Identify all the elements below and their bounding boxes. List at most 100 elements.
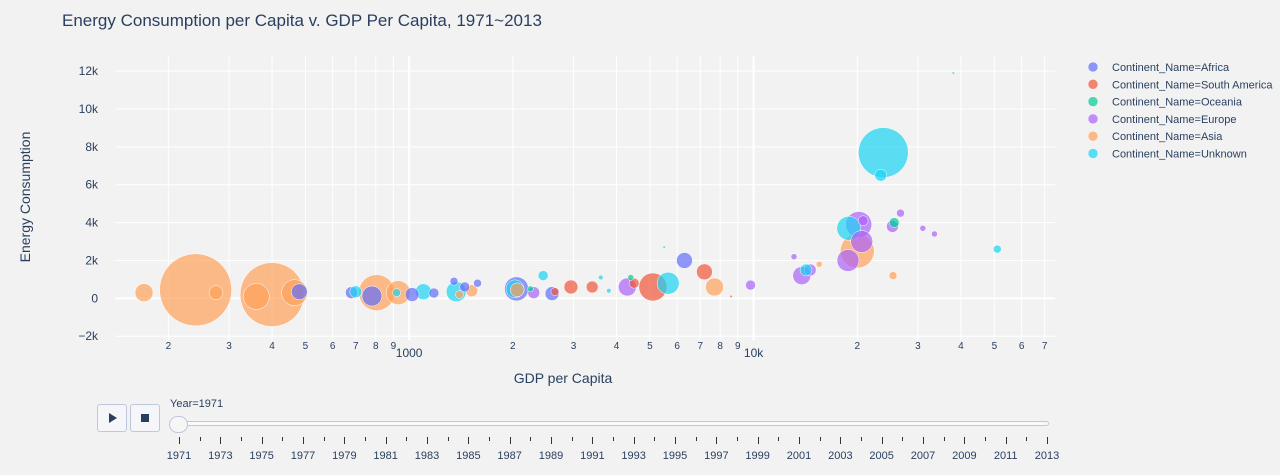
slider-major-tick — [633, 437, 635, 444]
slider-year-label[interactable]: 1971 — [166, 450, 192, 462]
slider-year-label[interactable]: 2013 — [1034, 450, 1060, 462]
slider-year-label[interactable]: 1987 — [497, 450, 522, 462]
slider-minor-tick — [199, 437, 201, 441]
x-axis-title: GDP per Capita — [514, 370, 613, 386]
y-tick-label: 2k — [85, 253, 99, 267]
data-point — [896, 208, 905, 218]
x-minor-tick-label: 9 — [735, 341, 741, 352]
slider-minor-tick — [613, 437, 614, 441]
slider-minor-tick — [571, 437, 573, 441]
x-minor-tick-label: 4 — [269, 341, 275, 352]
x-minor-tick-label: 5 — [647, 341, 653, 352]
slider-year-label[interactable]: 2005 — [869, 450, 894, 462]
legend-marker — [1087, 61, 1099, 73]
legend-marker — [1087, 130, 1099, 142]
x-minor-tick-label: 7 — [1042, 341, 1048, 352]
slider-year-label[interactable]: 1985 — [456, 450, 481, 462]
x-minor-tick-label: 2 — [510, 341, 516, 352]
slider-year-label[interactable]: 1979 — [332, 450, 357, 462]
y-tick-label: 10k — [79, 102, 99, 116]
data-point — [537, 270, 549, 281]
slider-minor-tick — [778, 437, 780, 441]
slider-year-label[interactable]: 1993 — [621, 450, 646, 462]
slider-major-tick — [509, 437, 511, 444]
legend-item-label: Continent_Name=Oceania — [1112, 97, 1243, 109]
slider-year-label[interactable]: 1999 — [745, 450, 770, 462]
slider-year-label[interactable]: 1975 — [249, 450, 274, 462]
data-point — [550, 287, 560, 296]
data-point — [799, 263, 813, 277]
data-point — [428, 287, 440, 299]
slider-major-tick — [551, 437, 552, 444]
data-point — [656, 271, 680, 295]
slider-major-tick — [427, 437, 428, 444]
x-minor-tick-label: 3 — [915, 341, 921, 352]
y-tick-label: 12k — [79, 64, 99, 78]
slider-year-label[interactable]: 1991 — [580, 450, 605, 462]
data-point — [159, 253, 232, 327]
slider-minor-tick — [654, 437, 656, 441]
slider-minor-tick — [406, 437, 408, 441]
chart: −2k 0 2k 4k 6k 8k 10k 12k 2 3 4 5 6 7 8 9 2 3 4 5 6 7 8 9 2 3 4 5 6… — [17, 11, 1273, 386]
slider-minor-tick — [323, 437, 325, 441]
slider-year-label[interactable]: 2009 — [952, 450, 977, 462]
slider-current-value: Year=1971 — [170, 398, 224, 410]
slider-major-tick — [344, 437, 346, 444]
legend-marker — [1087, 113, 1099, 125]
data-point — [243, 283, 270, 310]
data-point — [208, 285, 224, 300]
data-point — [952, 72, 955, 75]
slider-year-label[interactable]: 1973 — [208, 450, 233, 462]
x-minor-tick-label: 6 — [330, 341, 336, 352]
stop-button[interactable] — [130, 404, 160, 432]
slider-minor-tick — [282, 437, 284, 441]
slider-year-label[interactable]: 1981 — [373, 450, 398, 462]
data-point — [790, 253, 798, 260]
data-point — [705, 277, 724, 297]
slider-minor-tick — [530, 437, 532, 441]
slider-year-label[interactable]: 2007 — [910, 450, 936, 462]
legend-item-label: Continent_Name=Asia — [1112, 131, 1223, 143]
year-slider-handle[interactable] — [169, 416, 188, 433]
slider-year-label[interactable]: 1995 — [662, 450, 688, 462]
data-point — [404, 287, 420, 302]
data-point — [850, 230, 873, 253]
data-point — [888, 271, 898, 280]
slider-major-tick — [881, 437, 883, 444]
data-point — [857, 215, 869, 226]
data-point — [696, 263, 713, 281]
slider-year-label[interactable]: 1997 — [704, 450, 729, 462]
chart-title: Energy Consumption per Capita v. GDP Per… — [62, 11, 542, 30]
slider-major-tick — [468, 437, 470, 444]
slider-major-tick — [592, 437, 594, 444]
slider-year-label[interactable]: 1989 — [538, 450, 564, 462]
slider-minor-tick — [695, 437, 697, 441]
slider-year-label[interactable]: 2001 — [786, 450, 812, 462]
data-point — [291, 283, 308, 300]
slider-year-label[interactable]: 1977 — [290, 450, 316, 462]
stop-icon — [141, 414, 149, 422]
x-minor-tick-label: 4 — [958, 341, 964, 352]
slider-year-label[interactable]: 2011 — [993, 450, 1018, 462]
legend-item-label: Continent_Name=Europe — [1112, 114, 1236, 126]
play-button[interactable] — [97, 404, 127, 432]
data-point — [730, 295, 733, 298]
x-minor-tick-label: 7 — [353, 341, 359, 352]
data-point — [349, 285, 363, 298]
data-point — [874, 169, 888, 182]
x-minor-tick-label: 6 — [674, 341, 680, 352]
slider-year-label[interactable]: 1983 — [414, 450, 440, 462]
slider-minor-tick — [241, 437, 242, 441]
x-minor-tick-label: 8 — [717, 341, 723, 352]
slider-major-tick — [261, 437, 263, 444]
year-slider-ticks: 1971 1973 1975 1977 1979 1981 1983 1985 1987 1989… — [0, 437, 1280, 467]
data-point — [676, 252, 693, 269]
x-minor-tick-label: 3 — [226, 341, 232, 352]
y-tick-label: −2k — [78, 329, 99, 343]
slider-year-label[interactable]: 2003 — [828, 450, 853, 462]
year-slider-track[interactable] — [170, 421, 1049, 426]
x-minor-tick-label: 2 — [854, 341, 860, 352]
slider-major-tick — [1005, 437, 1007, 444]
data-point — [361, 285, 383, 307]
data-point — [449, 277, 459, 286]
